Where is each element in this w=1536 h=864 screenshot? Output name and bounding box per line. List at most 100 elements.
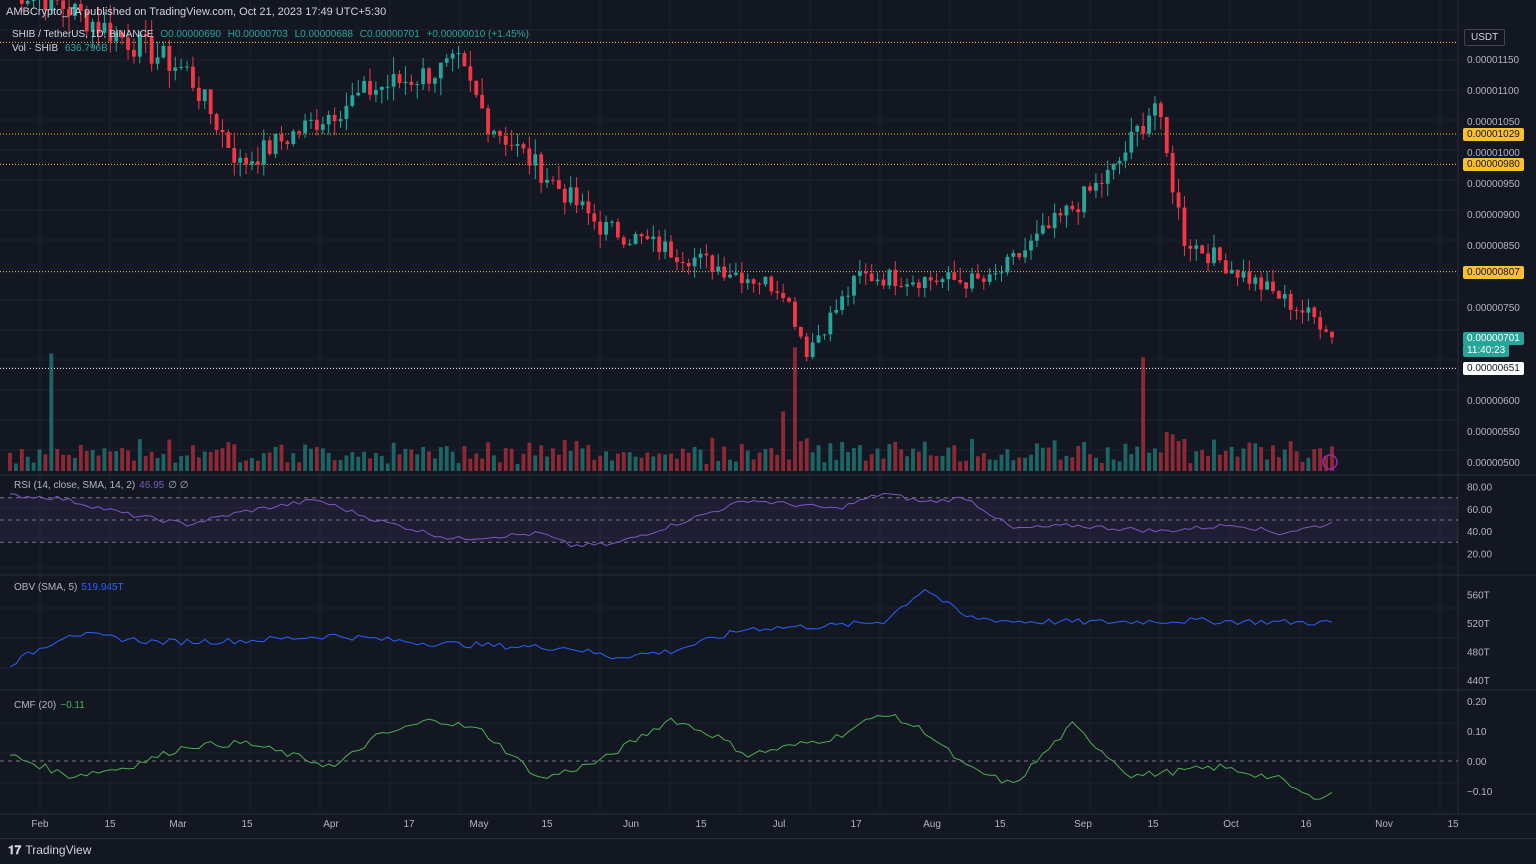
candle — [846, 296, 850, 297]
time-tick: 15 — [695, 819, 707, 830]
volume-bar — [911, 449, 915, 471]
candle — [368, 81, 372, 95]
volume-bar — [409, 449, 413, 471]
volume-bar — [1100, 463, 1104, 471]
price-tick: 0.00001050 — [1467, 117, 1520, 128]
candle — [339, 119, 343, 121]
candle — [1100, 183, 1104, 184]
candle — [1000, 272, 1004, 273]
volume-bar — [1224, 451, 1228, 471]
candle — [1011, 253, 1015, 257]
candle — [828, 313, 832, 335]
volume-bar — [746, 450, 750, 471]
volume-bar — [1065, 456, 1069, 471]
volume-bar — [563, 440, 567, 471]
candle — [457, 53, 461, 54]
candle — [162, 46, 166, 57]
volume-bar — [250, 458, 254, 471]
volume-bar — [1318, 448, 1322, 471]
volume-bar — [26, 457, 30, 471]
volume-value: 636.796B — [65, 43, 108, 54]
volume-bar — [1271, 445, 1275, 471]
volume-bar — [463, 446, 467, 471]
candle — [805, 337, 809, 357]
volume-bar — [79, 445, 83, 471]
volume-bar — [1277, 457, 1281, 471]
volume-bar — [1159, 452, 1163, 471]
price-tick: 0.00000850 — [1467, 241, 1520, 252]
volume-bar — [787, 460, 791, 471]
volume-bar — [185, 455, 189, 471]
currency-selector[interactable]: USDT — [1464, 29, 1505, 46]
volume-bar — [362, 452, 366, 471]
time-tick: May — [470, 819, 489, 830]
volume-bar — [504, 448, 508, 471]
volume-label[interactable]: Vol · SHIB — [12, 43, 58, 54]
rsi-tick: 20.00 — [1467, 549, 1492, 560]
volume-bar — [722, 446, 726, 471]
candle — [20, 0, 24, 4]
candle — [173, 67, 177, 70]
volume-bar — [1165, 432, 1169, 471]
candle — [1047, 225, 1051, 228]
candle — [468, 66, 472, 80]
candle — [1259, 277, 1263, 289]
candle — [333, 115, 337, 121]
candle — [716, 267, 720, 272]
volume-bar — [339, 460, 343, 471]
volume-bar — [1082, 442, 1086, 471]
volume-bar — [480, 458, 484, 471]
obv-label[interactable]: OBV (SMA, 5) — [14, 582, 77, 593]
candle — [740, 273, 744, 283]
volume-bar — [1118, 461, 1122, 471]
candle — [1200, 245, 1204, 253]
candle — [622, 237, 626, 244]
volume-bar — [1053, 440, 1057, 471]
volume-bar — [1218, 455, 1222, 471]
candle — [533, 154, 537, 165]
candle — [657, 237, 661, 252]
candle — [1271, 282, 1275, 292]
candle — [1017, 253, 1021, 257]
volume-bar — [344, 455, 348, 471]
volume-bar — [834, 460, 838, 471]
candle — [315, 120, 319, 130]
candle — [421, 68, 425, 84]
candle — [575, 187, 579, 205]
volume-bar — [805, 438, 809, 471]
volume-bar — [1106, 447, 1110, 471]
candle — [604, 222, 608, 235]
volume-bar — [262, 453, 266, 471]
candle — [1088, 186, 1092, 190]
volume-bar — [97, 456, 101, 471]
volume-bar — [303, 445, 307, 471]
rsi-label[interactable]: RSI (14, close, SMA, 14, 2) — [14, 480, 135, 491]
candle — [244, 158, 248, 165]
candle — [799, 327, 803, 337]
candle — [675, 257, 679, 262]
volume-bar — [764, 449, 768, 471]
volume-bar — [32, 463, 36, 471]
volume-bar — [586, 445, 590, 471]
cmf-value: −0.11 — [60, 700, 85, 711]
candle — [840, 296, 844, 310]
volume-bar — [1135, 447, 1139, 471]
volume-bar — [179, 456, 183, 471]
volume-bar — [604, 451, 608, 471]
cmf-label[interactable]: CMF (20) — [14, 700, 56, 711]
volume-bar — [799, 441, 803, 471]
candle — [1082, 186, 1086, 212]
price-tick: 0.00001150 — [1467, 55, 1520, 66]
symbol-label[interactable]: SHIB / TetherUS, 1D, BINANCE — [12, 29, 154, 40]
volume-bar — [781, 411, 785, 471]
candle — [852, 276, 856, 296]
volume-bar — [870, 454, 874, 471]
volume-bar — [634, 457, 638, 471]
volume-bar — [1147, 453, 1151, 471]
price-tick: 0.00000500 — [1467, 458, 1520, 469]
candle — [640, 234, 644, 236]
high-value: H0.00000703 — [228, 29, 288, 40]
candle — [1330, 332, 1334, 338]
